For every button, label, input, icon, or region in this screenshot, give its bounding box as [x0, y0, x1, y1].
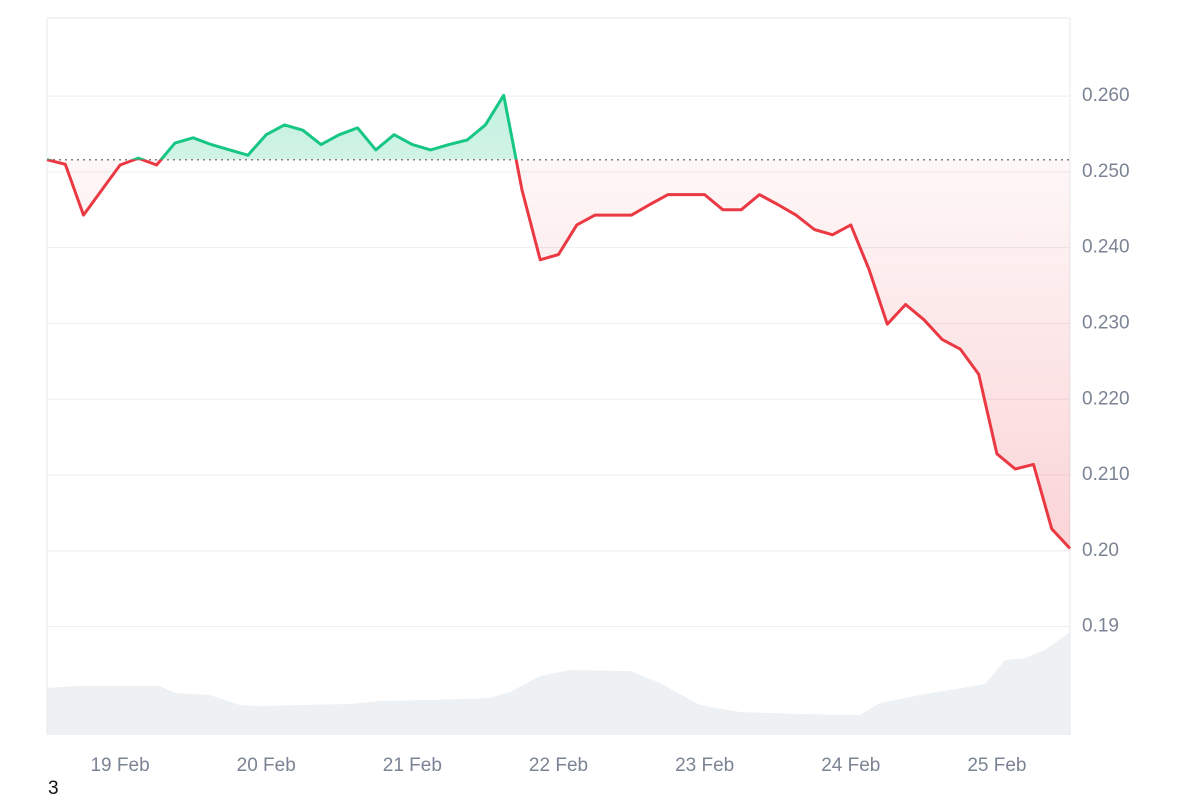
baseline-area — [47, 95, 1070, 549]
x-tick-label: 19 Feb — [90, 755, 149, 776]
y-tick-label: 0.230 — [1082, 312, 1130, 333]
y-tick-label: 0.210 — [1082, 464, 1130, 485]
x-tick-label: 23 Feb — [675, 755, 734, 776]
volume-area — [47, 632, 1070, 735]
y-tick-label: 0.240 — [1082, 237, 1130, 258]
note: 3 — [48, 778, 59, 799]
x-tick-label: 25 Feb — [967, 755, 1026, 776]
y-tick-label: 0.220 — [1082, 388, 1130, 409]
x-tick-label: 21 Feb — [383, 755, 442, 776]
y-tick-label: 0.19 — [1082, 616, 1119, 637]
y-tick-label: 0.260 — [1082, 85, 1130, 106]
price-line — [46, 93, 1072, 550]
x-tick-label: 20 Feb — [237, 755, 296, 776]
x-tick-label: 22 Feb — [529, 755, 588, 776]
y-tick-label: 0.20 — [1082, 540, 1119, 561]
y-tick-label: 0.250 — [1082, 161, 1130, 182]
x-tick-label: 24 Feb — [821, 755, 880, 776]
